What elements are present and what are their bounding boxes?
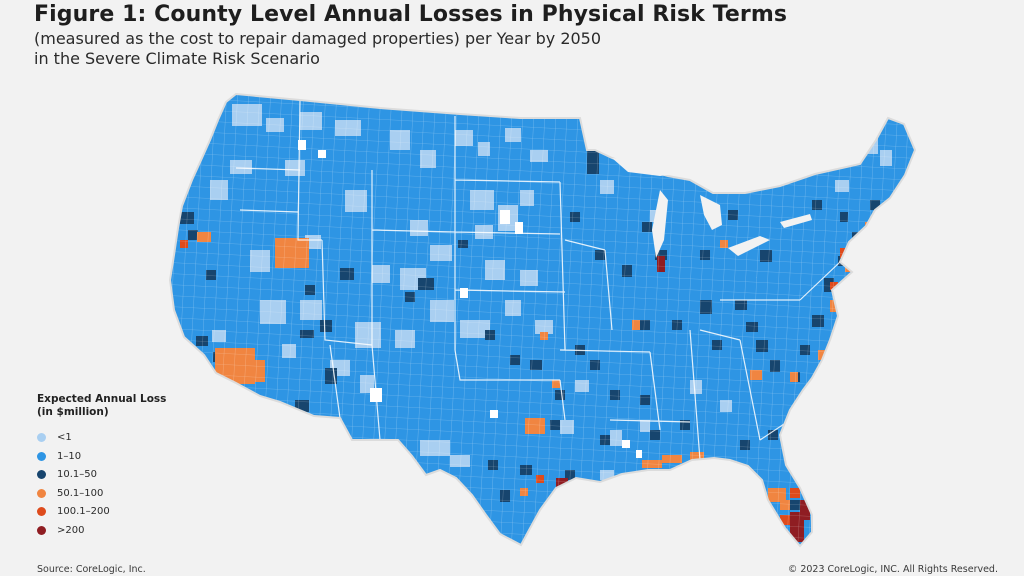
great-lakes <box>612 158 812 258</box>
figure-subtitle-line1: (measured as the cost to repair damaged … <box>34 29 602 48</box>
legend-item: 100.1–200 <box>37 503 217 520</box>
county-high <box>805 400 813 408</box>
county-mid <box>700 480 710 490</box>
us-outline <box>168 92 917 548</box>
legend-label: 50.1–100 <box>57 487 104 499</box>
legend-item: <1 <box>37 429 217 446</box>
figure-title: Figure 1: County Level Annual Losses in … <box>34 2 788 27</box>
county-high <box>878 210 886 218</box>
legend-item: >200 <box>37 522 217 539</box>
legend-swatch <box>37 507 46 516</box>
legend-swatch <box>37 451 46 461</box>
legend-items: <1 1–10 10.1–50 50.1–100 100.1–200 >200 <box>37 429 217 539</box>
county-mid <box>795 418 805 428</box>
legend-item: 10.1–50 <box>37 466 217 483</box>
legend-item: 1–10 <box>37 448 217 465</box>
legend-title-line1: Expected Annual Loss <box>37 393 167 405</box>
legend: Expected Annual Loss (in $million) <1 1–… <box>37 393 217 540</box>
state-borders <box>235 99 841 461</box>
lake-ontario <box>780 214 812 228</box>
legend-swatch <box>37 433 46 442</box>
legend-title-line2: (in $million) <box>37 406 109 418</box>
legend-swatch <box>37 470 46 479</box>
legend-label: 100.1–200 <box>57 506 110 517</box>
legend-label: <1 <box>57 432 72 443</box>
legend-label: 1–10 <box>57 450 82 462</box>
legend-item: 50.1–100 <box>37 485 217 502</box>
county-mid <box>860 250 868 258</box>
lake-huron <box>700 195 722 230</box>
county-very-high <box>804 470 812 482</box>
lake-superior <box>612 158 690 176</box>
legend-swatch <box>37 488 46 498</box>
legend-swatch <box>37 525 46 535</box>
legend-label: 10.1–50 <box>57 469 97 480</box>
source-note: Source: CoreLogic, Inc. <box>37 564 146 575</box>
figure-subtitle-line2: in the Severe Climate Risk Scenario <box>34 49 320 68</box>
legend-label: >200 <box>57 524 85 536</box>
copyright-note: © 2023 CoreLogic, INC. All Rights Reserv… <box>787 564 998 575</box>
figure-header: Figure 1: County Level Annual Losses in … <box>34 0 934 69</box>
lake-michigan <box>652 190 668 258</box>
lake-erie <box>728 236 770 256</box>
